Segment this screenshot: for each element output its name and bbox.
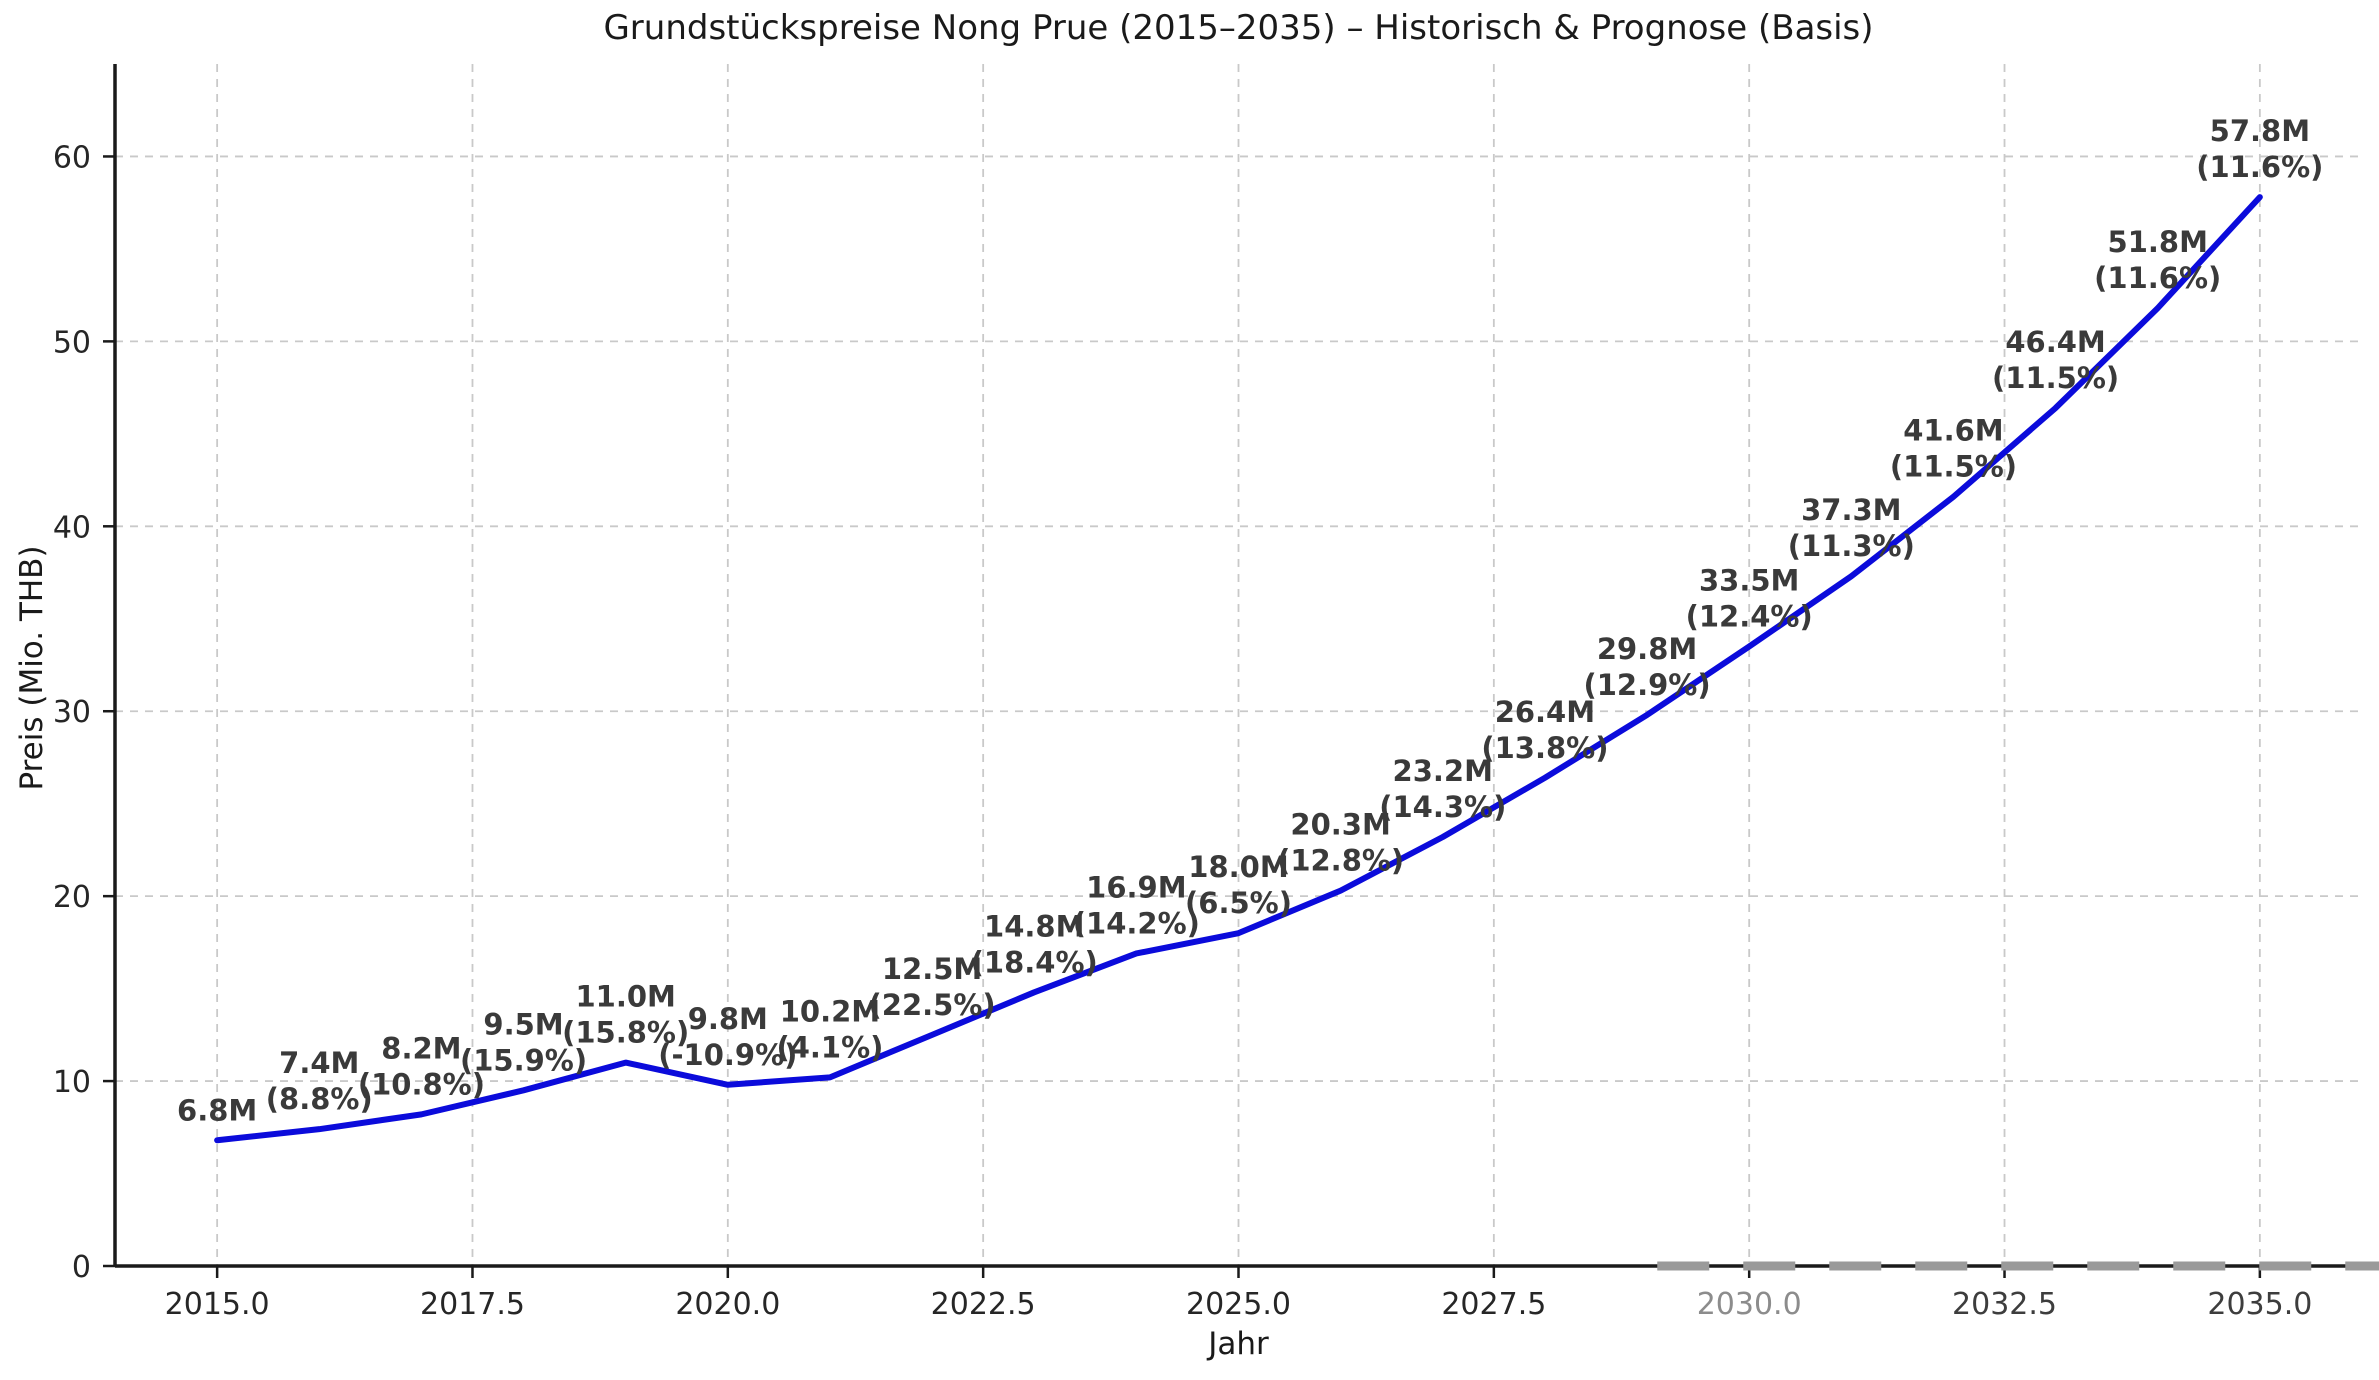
point-annotation-pct: (11.5%) [1890, 450, 2017, 484]
point-annotation-value: 10.2M [780, 994, 880, 1028]
point-annotation-pct: (10.8%) [358, 1067, 485, 1101]
point-annotation-pct: (18.4%) [971, 945, 1098, 979]
point-annotation-value: 8.2M [381, 1031, 461, 1065]
price-line [214, 194, 2263, 1144]
point-annotation-value: 23.2M [1393, 754, 1493, 788]
point-annotation-value: 37.3M [1801, 493, 1901, 527]
point-annotation-pct: (12.4%) [1686, 600, 1813, 634]
point-annotation-pct: (14.2%) [1073, 906, 1200, 940]
point-annotation-value: 16.9M [1086, 870, 1186, 904]
y-tick-label: 60 [53, 140, 91, 175]
point-annotation-value: 14.8M [984, 909, 1084, 943]
point-annotation-pct: (11.3%) [1788, 529, 1915, 563]
point-annotation-value: 9.5M [483, 1007, 563, 1041]
point-annotation-pct: (-10.9%) [658, 1038, 797, 1072]
point-annotation-pct: (6.5%) [1185, 886, 1292, 920]
chart-title: Grundstückspreise Nong Prue (2015–2035) … [603, 8, 1874, 48]
y-tick-label: 0 [72, 1250, 91, 1285]
y-tick-label: 50 [53, 325, 91, 360]
point-annotation-pct: (12.9%) [1583, 668, 1710, 702]
point-annotation-pct: (14.3%) [1379, 790, 1506, 824]
point-annotation-value: 20.3M [1290, 808, 1390, 842]
point-annotation-pct: (22.5%) [869, 988, 996, 1022]
point-annotation-value: 29.8M [1597, 632, 1697, 666]
point-annotation-value: 51.8M [2108, 225, 2208, 259]
point-annotation-pct: (13.8%) [1481, 731, 1608, 765]
point-annotation-pct: (11.5%) [1992, 361, 2119, 395]
x-tick-label: 2030.0 [1697, 1287, 1802, 1322]
point-annotation-value: 57.8M [2210, 114, 2310, 148]
point-annotation-value: 41.6M [1903, 414, 2003, 448]
point-annotation-value: 11.0M [575, 980, 675, 1014]
x-tick-label: 2015.0 [165, 1287, 270, 1322]
point-annotation-pct: (15.8%) [562, 1016, 689, 1050]
x-tick-label: 2027.5 [1441, 1287, 1546, 1322]
point-annotation-value: 26.4M [1495, 695, 1595, 729]
point-annotation-pct: (11.6%) [2094, 261, 2221, 295]
point-annotation-pct: (15.9%) [460, 1043, 587, 1077]
point-annotation-value: 18.0M [1188, 850, 1288, 884]
x-tick-label: 2017.5 [420, 1287, 525, 1322]
point-annotation-pct: (8.8%) [266, 1082, 373, 1116]
point-annotation-value: 46.4M [2005, 325, 2105, 359]
x-tick-label: 2020.0 [675, 1287, 780, 1322]
y-tick-label: 40 [53, 510, 91, 545]
point-annotation-value: 33.5M [1699, 564, 1799, 598]
point-annotation-value: 6.8M [177, 1093, 257, 1127]
y-tick-label: 30 [53, 695, 91, 730]
point-annotation-pct: (4.1%) [776, 1030, 883, 1064]
x-tick-label: 2035.0 [2207, 1287, 2312, 1322]
point-annotation-pct: (11.6%) [2196, 150, 2323, 184]
y-tick-label: 10 [53, 1065, 91, 1100]
point-annotation-value: 12.5M [882, 952, 982, 986]
x-tick-label: 2022.5 [931, 1287, 1036, 1322]
point-annotation-pct: (12.8%) [1277, 844, 1404, 878]
point-annotation-value: 9.8M [688, 1002, 768, 1036]
x-tick-label: 2032.5 [1952, 1287, 2057, 1322]
point-annotation-value: 7.4M [279, 1046, 359, 1080]
y-tick-label: 20 [53, 880, 91, 915]
x-axis-title: Jahr [1208, 1326, 1269, 1362]
x-tick-label: 2025.0 [1186, 1287, 1291, 1322]
